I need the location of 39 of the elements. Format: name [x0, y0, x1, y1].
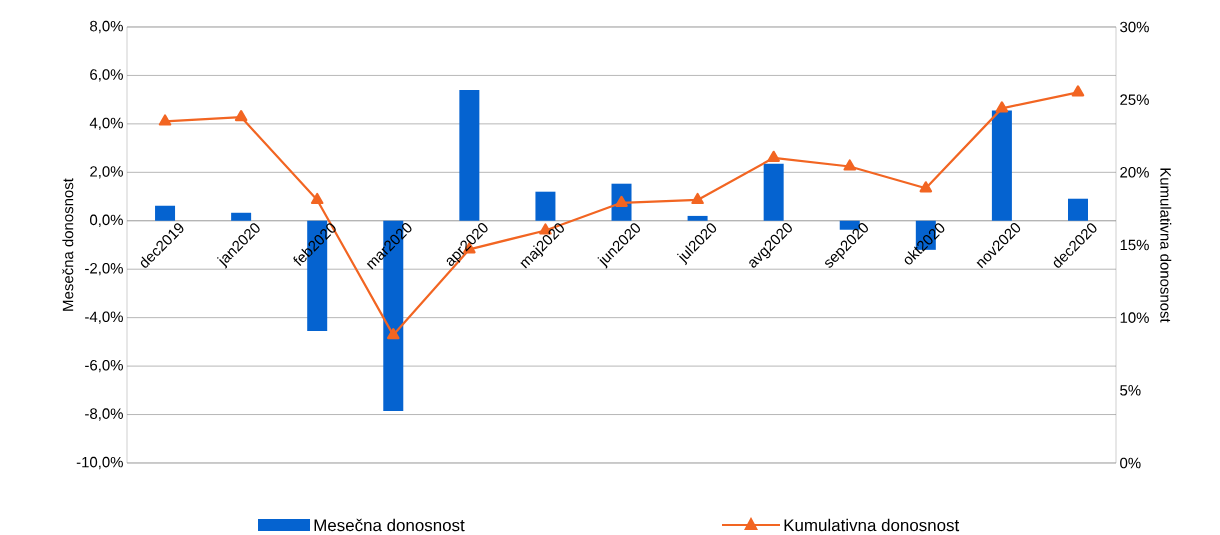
y-tick-label: -6,0%	[85, 359, 123, 373]
bar	[231, 212, 252, 221]
y-tick-label: 4,0%	[89, 117, 123, 131]
y-tick-label: 0,0%	[90, 214, 123, 227]
y2-tick-label: 20%	[1120, 167, 1149, 178]
bar	[535, 191, 556, 221]
y-axis-title: Mesečna donosnost	[62, 178, 74, 311]
point	[1071, 85, 1085, 97]
point	[919, 181, 933, 193]
y2-tick-label: 30%	[1120, 21, 1149, 33]
y-tick-label: 8,0%	[90, 20, 123, 34]
y2-tick-label: 25%	[1120, 94, 1149, 105]
bar	[687, 215, 708, 221]
point	[310, 192, 324, 205]
bar	[155, 205, 176, 221]
point	[843, 159, 857, 171]
point	[234, 109, 248, 122]
y-tick-label: 6,0%	[90, 69, 123, 82]
y-tick-label: -4,0%	[85, 311, 123, 324]
point	[691, 192, 704, 205]
y2-tick-label: 5%	[1120, 385, 1141, 396]
point	[767, 150, 780, 162]
legend-label: Mesečna donosnost	[314, 518, 465, 532]
y-tick-label: -10,0%	[76, 456, 123, 470]
bar	[763, 163, 784, 221]
y2-tick-label: 15%	[1120, 239, 1149, 251]
y-tick-label: 2,0%	[90, 166, 123, 179]
point	[158, 114, 172, 126]
y2-tick-label: 10%	[1120, 312, 1149, 323]
point	[995, 101, 1009, 113]
y2-tick-label: 0%	[1120, 457, 1141, 469]
bar	[991, 110, 1012, 221]
y2-axis-title: Kumulativna donosnost	[1160, 168, 1172, 323]
bar	[1067, 198, 1088, 221]
legend-label: Kumulativna donosnost	[784, 518, 960, 532]
y-tick-label: -8,0%	[85, 408, 123, 421]
bar	[459, 89, 480, 221]
y-tick-label: -2,0%	[85, 263, 123, 276]
point	[386, 327, 400, 340]
